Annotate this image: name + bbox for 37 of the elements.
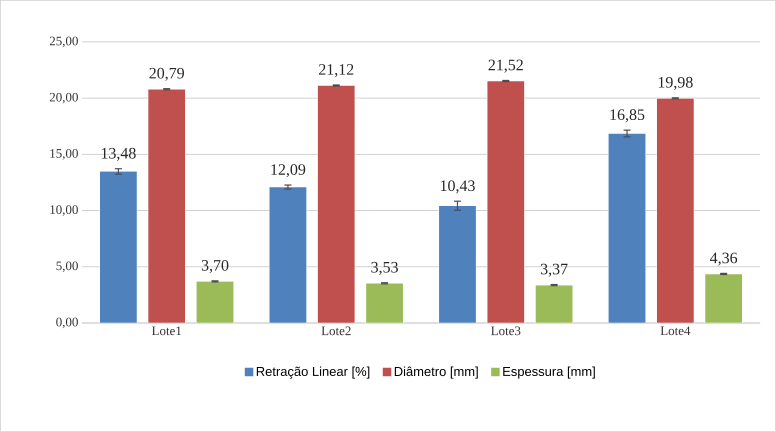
data-label: 16,85 xyxy=(610,109,644,122)
y-tick-label: 25,00 xyxy=(50,36,78,48)
data-label: 21,12 xyxy=(319,64,354,78)
bar xyxy=(269,186,307,324)
legend-label: Retração Linear [%] xyxy=(256,366,370,379)
y-tick-label: 15,00 xyxy=(50,149,78,160)
bar xyxy=(366,283,404,324)
y-tick-label: 20,00 xyxy=(50,92,78,104)
data-label: 12,09 xyxy=(271,164,306,178)
bar xyxy=(486,80,525,324)
bar xyxy=(608,133,646,324)
y-tick-label: 5,00 xyxy=(56,262,78,272)
bar xyxy=(148,89,186,324)
data-label: 3,37 xyxy=(540,264,568,277)
legend-label: Diâmetro [mm] xyxy=(394,366,478,379)
bar xyxy=(438,206,476,324)
x-tick-label: Lote3 xyxy=(491,326,520,336)
bar xyxy=(196,281,234,324)
x-tick-label: Lote4 xyxy=(660,326,690,336)
data-label: 3,70 xyxy=(202,260,228,274)
data-label: 21,52 xyxy=(488,60,523,73)
data-label: 20,79 xyxy=(149,68,184,81)
data-label: 19,98 xyxy=(658,76,693,90)
y-tick-label: 10,00 xyxy=(50,205,78,216)
bar xyxy=(99,171,138,324)
bar xyxy=(535,284,574,324)
bar xyxy=(656,98,694,324)
data-label: 13,48 xyxy=(102,148,136,161)
data-label: 4,36 xyxy=(710,252,738,266)
legend-label: Espessura [mm] xyxy=(503,366,595,379)
bar xyxy=(317,85,356,324)
data-label: 3,53 xyxy=(371,262,398,275)
x-tick-label: Lote2 xyxy=(322,326,351,336)
data-label: 10,43 xyxy=(440,180,475,194)
y-tick-label: 0,00 xyxy=(56,318,78,328)
x-tick-label: Lote1 xyxy=(152,326,182,336)
bar xyxy=(704,274,743,324)
